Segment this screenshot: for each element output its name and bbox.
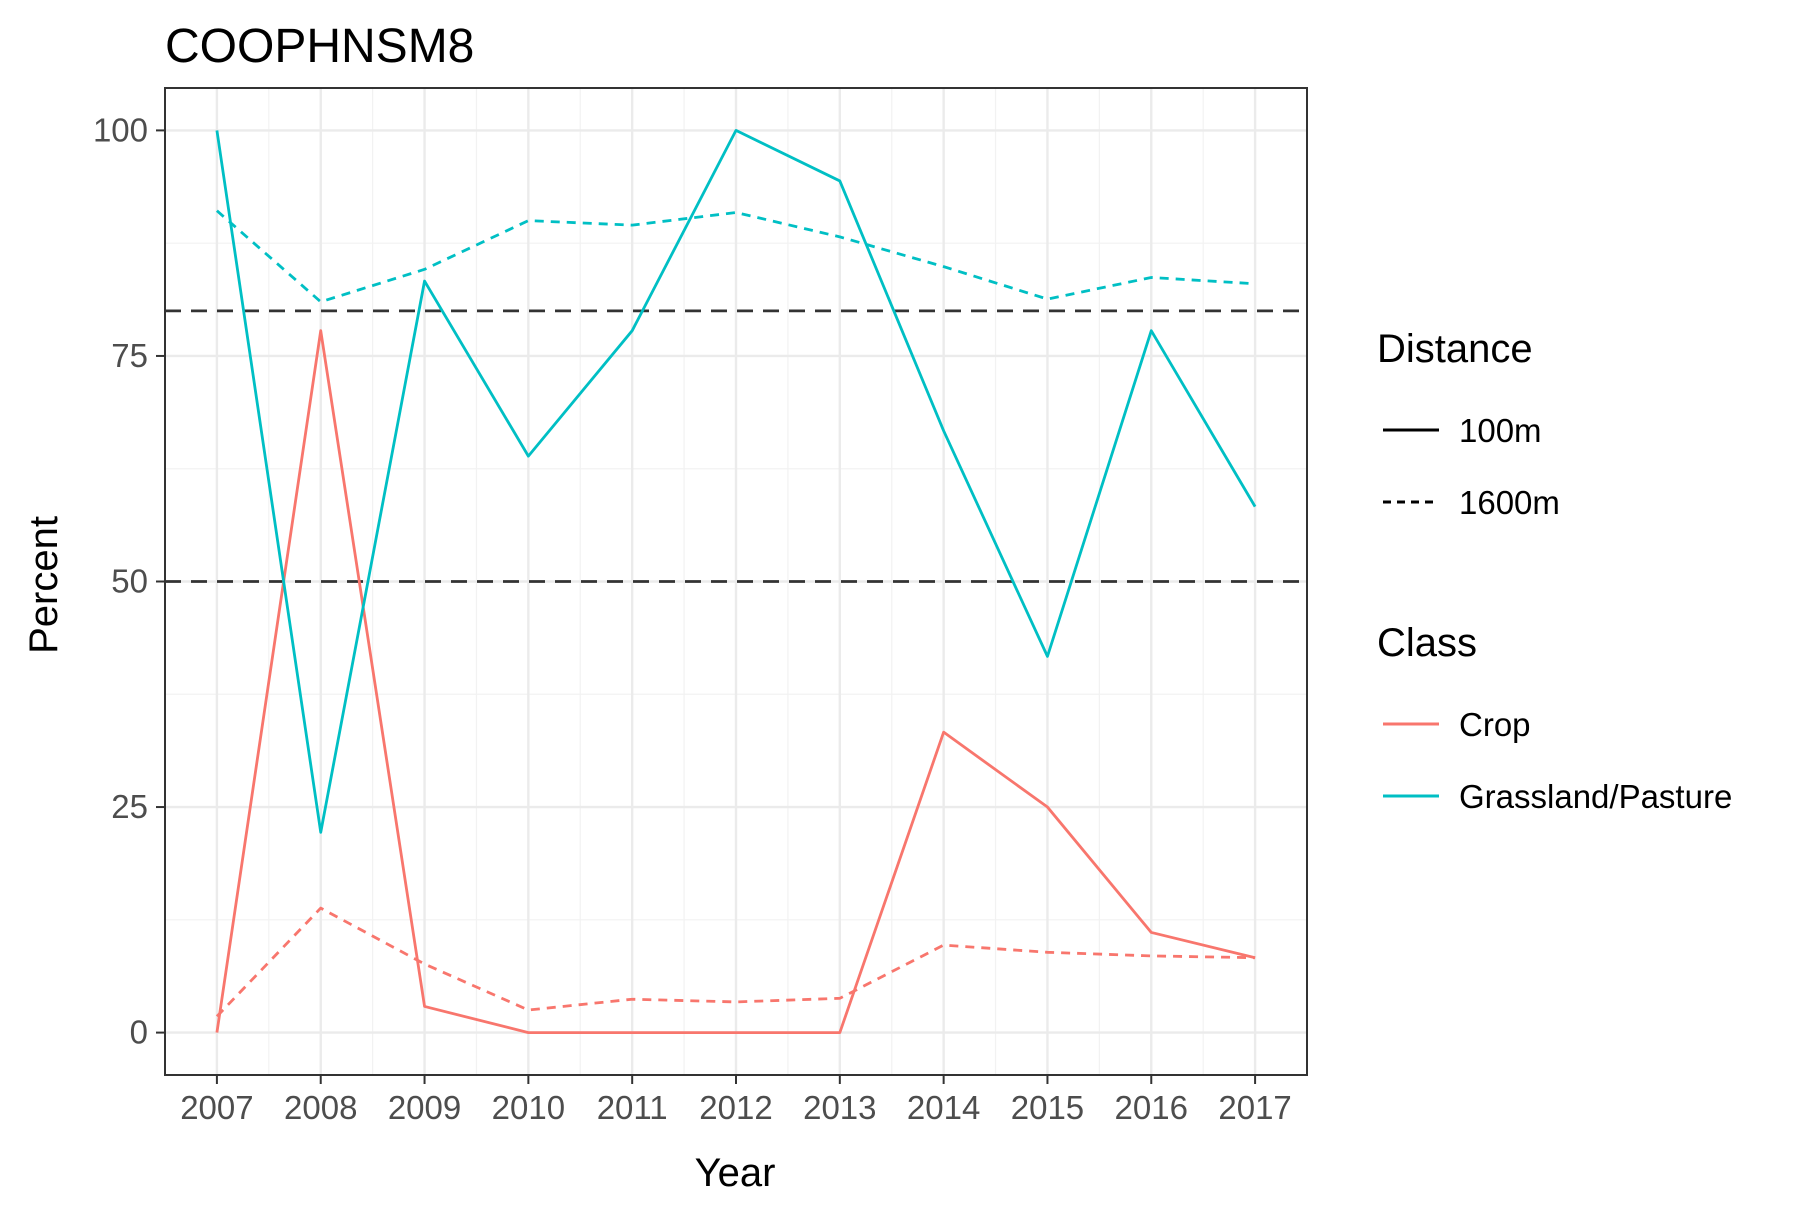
- legend-label-grassland-pasture: Grassland/Pasture: [1459, 778, 1732, 815]
- series-line-crop-1600m: [215, 906, 1256, 1018]
- y-tick-label: 25: [111, 788, 148, 825]
- series-layer: [215, 128, 1257, 1034]
- x-tick-label: 2012: [699, 1089, 772, 1126]
- legend-label-1600m: 1600m: [1459, 484, 1560, 521]
- axis-layer: 0 25 50 75 100 2007 2008 2009 2010 2011 2012 2013 20…: [93, 111, 1292, 1126]
- reference-line-layer: [165, 309, 1307, 583]
- legend: Distance 100m 1600m Class Crop Grassland/Past…: [1377, 327, 1732, 815]
- series-line-grassland-pasture-100m: [215, 128, 1257, 834]
- x-tick-label: 2009: [388, 1089, 461, 1126]
- y-tick-label: 75: [111, 337, 148, 374]
- x-tick-label: 2011: [597, 1089, 668, 1126]
- x-tick-label: 2017: [1218, 1089, 1291, 1126]
- legend-title-distance: Distance: [1377, 327, 1533, 371]
- series-line-crop-100m: [215, 329, 1256, 1034]
- y-tick-label: 100: [93, 111, 148, 148]
- legend-label-100m: 100m: [1459, 412, 1542, 449]
- series-line-grassland-pasture-1600m: [215, 209, 1256, 304]
- legend-label-crop: Crop: [1459, 706, 1531, 743]
- x-tick-label: 2015: [1011, 1089, 1084, 1126]
- chart-title: COOPHNSM8: [165, 20, 474, 73]
- x-axis-title: Year: [695, 1151, 776, 1195]
- y-tick-label: 50: [111, 563, 148, 600]
- y-axis-title: Percent: [22, 516, 66, 654]
- x-tick-label: 2014: [907, 1089, 980, 1126]
- y-tick-label: 0: [130, 1014, 148, 1051]
- x-tick-label: 2010: [492, 1089, 565, 1126]
- x-tick-label: 2013: [803, 1089, 876, 1126]
- grid-layer: [165, 88, 1307, 1075]
- x-tick-label: 2007: [180, 1089, 253, 1126]
- legend-title-class: Class: [1377, 621, 1477, 665]
- x-tick-label: 2008: [284, 1089, 357, 1126]
- x-tick-label: 2016: [1115, 1089, 1188, 1126]
